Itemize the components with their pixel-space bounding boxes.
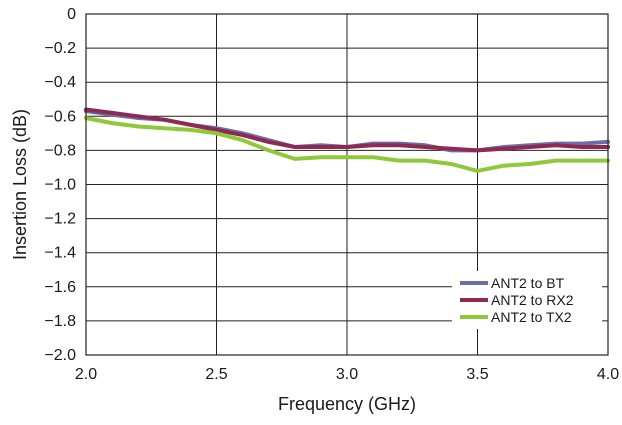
y-tick-label: −2.0 (44, 347, 76, 364)
legend-label: ANT2 to TX2 (491, 309, 572, 325)
series-line-3 (84, 116, 610, 173)
y-tick-label: −0.6 (44, 108, 76, 125)
x-tick-label: 3.0 (336, 366, 358, 383)
plot-frame (85, 13, 609, 356)
y-tick-labels: 0 −0.2 −0.4 −0.6 −0.8 −1.0 −1.2 −1.4 −1.6 −1.8 −2.… (44, 6, 76, 364)
y-tick-label: −1.0 (44, 177, 76, 194)
y-tick-label: −0.4 (44, 74, 76, 91)
x-tick-label: 2.0 (75, 366, 97, 383)
x-axis-title: Frequency (GHz) (278, 394, 416, 414)
series-lines (84, 107, 610, 173)
y-tick-label: −1.8 (44, 313, 76, 330)
x-tick-label: 3.5 (466, 366, 488, 383)
y-axis-title: Insertion Loss (dB) (10, 109, 30, 260)
series-line-2 (84, 107, 610, 153)
y-tick-label: −1.4 (44, 245, 76, 262)
y-tick-label: −0.8 (44, 142, 76, 159)
y-tick-label: −0.2 (44, 40, 76, 57)
x-tick-labels: 2.0 2.5 3.0 3.5 4.0 (75, 366, 619, 383)
x-tick-label: 2.5 (205, 366, 227, 383)
y-tick-label: 0 (67, 6, 76, 23)
x-tick-label: 4.0 (597, 366, 619, 383)
y-tick-label: −1.2 (44, 211, 76, 228)
legend-label: ANT2 to BT (491, 275, 565, 291)
y-tick-label: −1.6 (44, 279, 76, 296)
legend-label: ANT2 to RX2 (491, 292, 574, 308)
